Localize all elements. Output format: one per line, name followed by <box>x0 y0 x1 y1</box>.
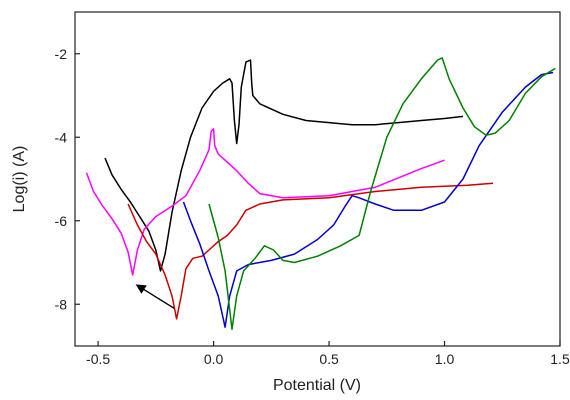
x-tick-label: -0.5 <box>86 351 110 367</box>
x-axis-label: Potential (V) <box>273 377 361 394</box>
series-line-3 <box>127 182 494 320</box>
series-line-2 <box>85 128 445 276</box>
plot-frame <box>74 11 561 347</box>
x-axis-ticks: -0.5 0.0 0.5 1.0 1.5 <box>86 341 570 367</box>
annotation-layer <box>135 284 175 310</box>
y-axis-label: Log(i) (A) <box>11 146 28 213</box>
series-line-1 <box>104 59 464 272</box>
x-tick-label: 1.0 <box>435 351 455 367</box>
x-tick-label: 0.0 <box>204 351 224 367</box>
x-tick-label: 0.5 <box>319 351 339 367</box>
series-layer <box>85 57 556 331</box>
y-axis-ticks: -8 -6 -4 -2 <box>55 46 80 312</box>
y-tick-label: -2 <box>55 46 68 62</box>
annotation-arrow <box>135 284 175 310</box>
y-tick-label: -4 <box>55 129 68 145</box>
y-tick-label: -6 <box>55 213 68 229</box>
series-line-4 <box>182 71 554 328</box>
series-line-5 <box>208 57 556 331</box>
y-tick-label: -8 <box>55 296 68 312</box>
x-tick-label: 1.5 <box>550 351 570 367</box>
